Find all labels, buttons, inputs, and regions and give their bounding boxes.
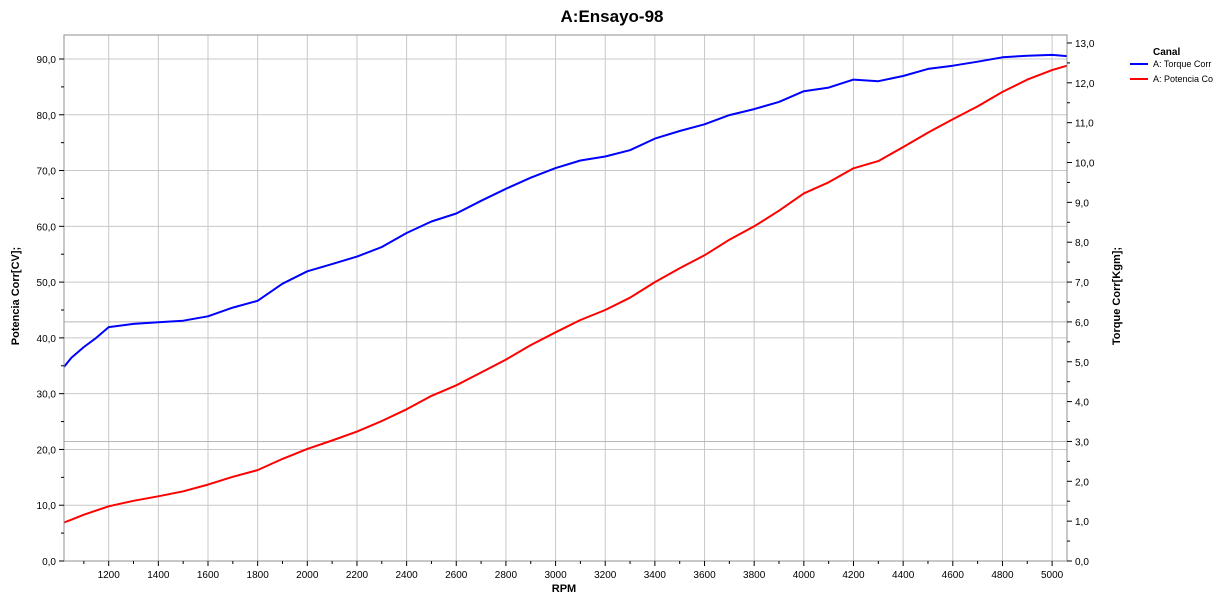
plot-border (63, 34, 1068, 562)
x-axis-title: RPM (552, 583, 576, 593)
series-line-torque (63, 53, 1068, 368)
x-tick-label: 4200 (842, 570, 865, 581)
x-tick-label: 3400 (644, 570, 667, 581)
x-tick-label: 1600 (197, 570, 220, 581)
x-tick-label: 1800 (247, 570, 270, 581)
y-right-tick-label: 12,0 (1075, 79, 1095, 90)
y-left-tick-label: 70,0 (37, 167, 57, 178)
y-right-tick-label: 3,0 (1075, 437, 1089, 448)
legend-label-potencia: A: Potencia Co (1153, 74, 1213, 84)
x-tick-label: 2400 (395, 570, 418, 581)
x-tick-label: 2000 (296, 570, 319, 581)
x-tick-label: 2200 (346, 570, 369, 581)
x-tick-label: 3600 (693, 570, 716, 581)
grid (64, 35, 1067, 562)
y-right-tick-label: 13,0 (1075, 39, 1095, 50)
x-tick-label: 4800 (991, 570, 1014, 581)
y-right-axis-title: Torque Corr[Kgm]; (1111, 247, 1123, 345)
x-tick-label: 1200 (98, 570, 121, 581)
series-line-potencia (63, 64, 1068, 524)
y-left-tick-label: 90,0 (37, 55, 57, 66)
y-left-tick-label: 80,0 (37, 111, 57, 122)
y-right-tick-label: 6,0 (1075, 318, 1089, 329)
y-right-tick-label: 1,0 (1075, 517, 1089, 528)
x-tick-label: 4400 (892, 570, 915, 581)
y-left-tick-label: 30,0 (37, 390, 57, 401)
x-tick-label: 2600 (445, 570, 468, 581)
y-left-tick-label: 60,0 (37, 222, 57, 233)
legend: Canal A: Torque Corr A: Potencia Co (1130, 47, 1213, 84)
y-left-tick-label: 10,0 (37, 501, 57, 512)
axes (59, 34, 1072, 566)
y-right-tick-label: 11,0 (1075, 119, 1094, 130)
plot-background (64, 35, 1067, 561)
y-left-tick-label: 20,0 (37, 445, 57, 456)
y-right-tick-label: 0,0 (1075, 557, 1089, 568)
y-left-tick-label: 50,0 (37, 278, 57, 289)
y-left-tick-label: 0,0 (42, 557, 56, 568)
y-right-tick-label: 7,0 (1075, 278, 1089, 289)
y-left-tick-label: 40,0 (37, 334, 57, 345)
legend-title: Canal (1153, 47, 1180, 58)
x-tick-label: 4000 (793, 570, 816, 581)
chart-title: A:Ensayo-98 (561, 7, 664, 26)
x-tick-label: 3000 (544, 570, 567, 581)
y-right-tick-label: 4,0 (1075, 398, 1089, 409)
x-tick-label: 3200 (594, 570, 617, 581)
y-right-tick-label: 5,0 (1075, 358, 1089, 369)
x-tick-label: 2800 (495, 570, 518, 581)
y-left-axis-title: Potencia Corr[CV]; (10, 247, 22, 345)
series-layer (63, 53, 1068, 524)
plot-area (64, 35, 1067, 561)
y-right-tick-label: 10,0 (1075, 159, 1095, 170)
y-right-tick-label: 9,0 (1075, 198, 1089, 209)
y-right-tick-label: 8,0 (1075, 238, 1089, 249)
x-tick-label: 4600 (942, 570, 965, 581)
y-right-tick-label: 2,0 (1075, 477, 1089, 488)
x-tick-label: 5000 (1041, 570, 1064, 581)
tick-labels: 1200 1400 1600 1800 2000 2200 2400 2600 2800 3000… (37, 39, 1095, 581)
legend-label-torque: A: Torque Corr (1153, 59, 1211, 69)
x-tick-label: 1400 (147, 570, 170, 581)
x-tick-label: 3800 (743, 570, 766, 581)
